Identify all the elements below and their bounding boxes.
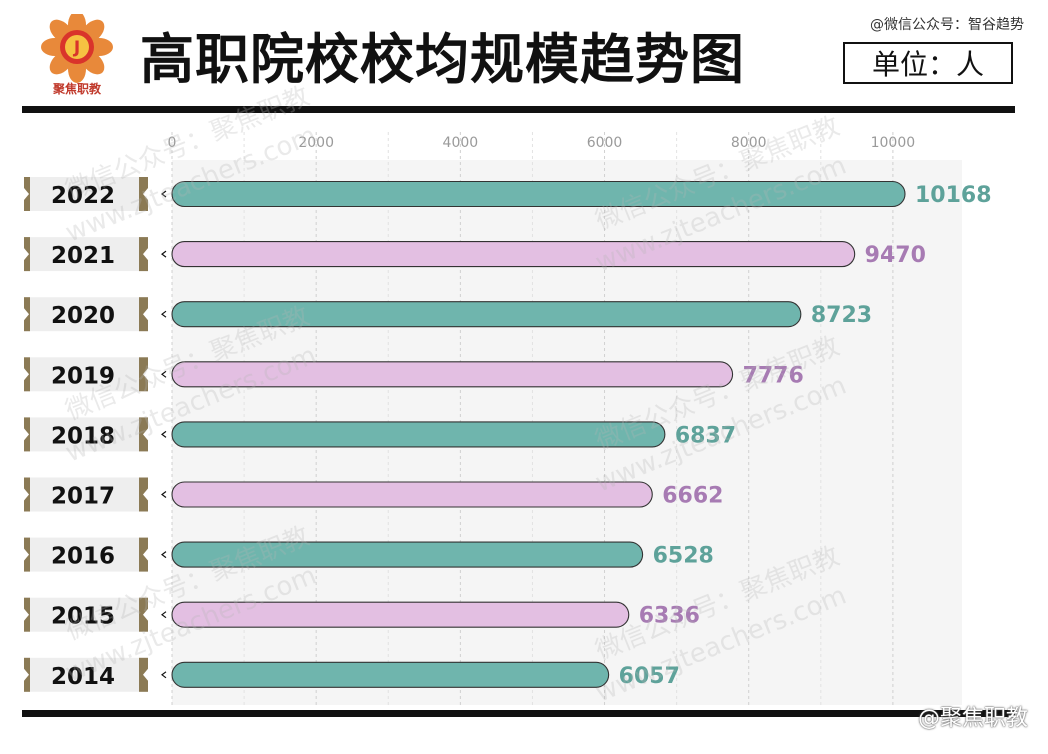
value-label-2022: 10168 (915, 183, 992, 208)
logo-letter: J (73, 38, 80, 58)
bar-2022 (171, 180, 906, 208)
category-label-notch (143, 308, 148, 321)
category-text: 2019 (51, 363, 115, 389)
value-label-2020: 8723 (811, 303, 872, 328)
category-text: 2014 (51, 664, 115, 690)
category-label-notch (24, 248, 29, 261)
logo-caption: 聚焦职教 (52, 82, 101, 96)
connector-arrow-icon (161, 370, 167, 378)
category-label-notch (24, 488, 29, 501)
connector-arrow-icon (161, 190, 167, 198)
category-label-notch (143, 608, 148, 621)
connector-arrow-icon (161, 611, 167, 619)
logo-flower-icon: J (41, 14, 113, 83)
value-label-2019: 7776 (743, 363, 804, 388)
category-label-bg (24, 177, 148, 211)
category-label-notch (24, 608, 29, 621)
category-label-notch (24, 188, 29, 200)
category-text: 2021 (51, 243, 115, 269)
category-text: 2022 (51, 183, 115, 209)
category-label-2020: 2020 (24, 297, 148, 332)
connector-arrow-icon (161, 491, 167, 498)
category-label-notch (24, 668, 29, 681)
category-label-2015: 2015 (24, 597, 148, 632)
category-label-bg (24, 417, 148, 452)
category-label-notch (24, 428, 29, 441)
category-label-2019: 2019 (24, 357, 148, 392)
category-label-bg (24, 657, 148, 692)
bar-2019 (171, 361, 734, 388)
connector-arrow-icon (161, 671, 167, 679)
category-label-2022: 2022 (24, 177, 148, 211)
category-label-notch (143, 368, 148, 381)
value-label-2015: 6336 (639, 604, 700, 629)
bar-2020 (171, 301, 802, 328)
x-tick-label: 8000 (731, 135, 767, 151)
category-text: 2020 (51, 303, 115, 329)
bar-2015 (171, 601, 630, 628)
bar-2018 (171, 421, 666, 448)
bar-2014 (171, 661, 610, 688)
bottom-rule (22, 710, 1015, 717)
category-label-notch (24, 308, 29, 321)
category-label-notch (143, 248, 148, 261)
bar-2021 (171, 241, 856, 268)
connector-arrow-icon (161, 551, 167, 559)
category-label-notch (143, 548, 148, 561)
category-label-notch (24, 368, 29, 381)
value-label-2017: 6662 (662, 484, 723, 509)
category-label-notch (24, 548, 29, 561)
page-title: 高职院校校均规模趋势图 (140, 28, 745, 91)
category-label-2017: 2017 (24, 477, 148, 512)
x-tick-label: 6000 (587, 135, 623, 151)
author-note: @聚焦职教 (917, 706, 1028, 731)
unit-label: 单位：人 (843, 42, 1013, 84)
value-label-2018: 6837 (675, 423, 736, 448)
value-label-2021: 9470 (865, 243, 926, 268)
category-label-notch (143, 488, 148, 501)
value-label-2014: 6057 (619, 664, 680, 689)
category-label-2016: 2016 (24, 537, 148, 572)
category-label-2018: 2018 (24, 417, 148, 452)
category-label-2014: 2014 (24, 657, 148, 692)
bar-2016 (171, 541, 644, 568)
connector-arrow-icon (161, 430, 167, 438)
connector-arrow-icon (161, 250, 167, 258)
category-text: 2016 (51, 544, 115, 570)
category-label-notch (143, 668, 148, 681)
category-text: 2018 (51, 423, 115, 449)
category-label-notch (143, 428, 148, 441)
category-label-bg (24, 537, 148, 572)
category-label-bg (24, 597, 148, 632)
top-rule (22, 106, 1015, 113)
bar-2017 (171, 481, 653, 508)
category-label-bg (24, 357, 148, 392)
category-label-2021: 2021 (24, 237, 148, 272)
x-tick-label: 4000 (443, 135, 479, 151)
category-label-bg (24, 237, 148, 272)
category-label-bg (24, 297, 148, 332)
source-note: @微信公众号：智谷趋势 (870, 17, 1024, 33)
value-label-2016: 6528 (653, 544, 714, 569)
category-text: 2017 (51, 484, 115, 510)
category-text: 2015 (51, 604, 115, 630)
connector-arrow-icon (161, 310, 167, 318)
category-label-notch (143, 188, 148, 200)
x-tick-label: 0 (168, 135, 177, 151)
x-tick-label: 2000 (298, 135, 334, 151)
category-label-bg (24, 477, 148, 512)
x-tick-label: 10000 (871, 135, 916, 151)
